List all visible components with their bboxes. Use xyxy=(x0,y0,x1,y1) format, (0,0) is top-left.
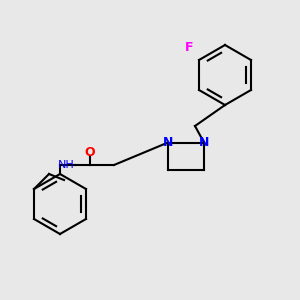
Text: F: F xyxy=(185,41,193,54)
Text: NH: NH xyxy=(58,160,74,170)
Text: N: N xyxy=(163,136,173,149)
Text: N: N xyxy=(199,136,209,149)
Text: O: O xyxy=(85,146,95,159)
